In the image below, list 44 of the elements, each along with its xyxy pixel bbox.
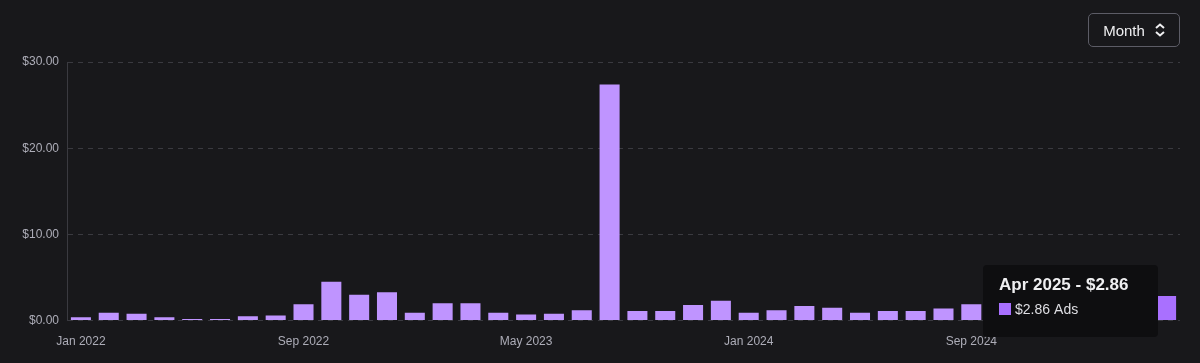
bar [850,312,871,321]
bar [98,312,119,321]
bar [627,311,648,321]
bar [766,310,787,321]
bar [933,308,954,321]
bar [126,313,147,321]
bar [516,314,537,321]
bar [460,303,481,321]
bar [293,304,314,321]
interval-select: Month [1088,13,1180,47]
bar [265,315,286,321]
bar [404,312,425,321]
bar [154,317,175,321]
y-tick-label: $30.00 [22,54,60,69]
x-tick-label: May 2023 [499,334,553,349]
y-tick-label: $20.00 [22,140,60,155]
x-tick-label: Sep 2024 [945,334,998,349]
x-tick-label: Jan 2024 [724,334,774,349]
bar [683,305,704,321]
bar [794,305,815,321]
bar [571,310,592,321]
bar [905,311,926,321]
bar [376,292,397,321]
bar [543,313,564,321]
annotation: $2.86 [1015,301,1051,317]
bar [432,303,453,321]
tooltip: Apr 2025 - $2.86 $2.86 Ads [983,265,1158,337]
y-tick-label: $10.00 [22,226,60,241]
bar [321,281,342,321]
bar [70,317,91,321]
bar [349,294,370,321]
bar [655,311,676,321]
bar [710,300,731,321]
bar [822,307,843,321]
x-tick-label: Jan 2022 [56,334,106,349]
bar [877,311,898,321]
x-tick-label: Sep 2022 [277,334,330,349]
bar [738,312,759,321]
bar [599,84,620,321]
y-tick-label: $0.00 [28,312,60,327]
bar [488,312,509,321]
annotation: Apr 2025 - $2.86 [999,275,1130,295]
bar [961,304,982,321]
bar [237,316,258,321]
